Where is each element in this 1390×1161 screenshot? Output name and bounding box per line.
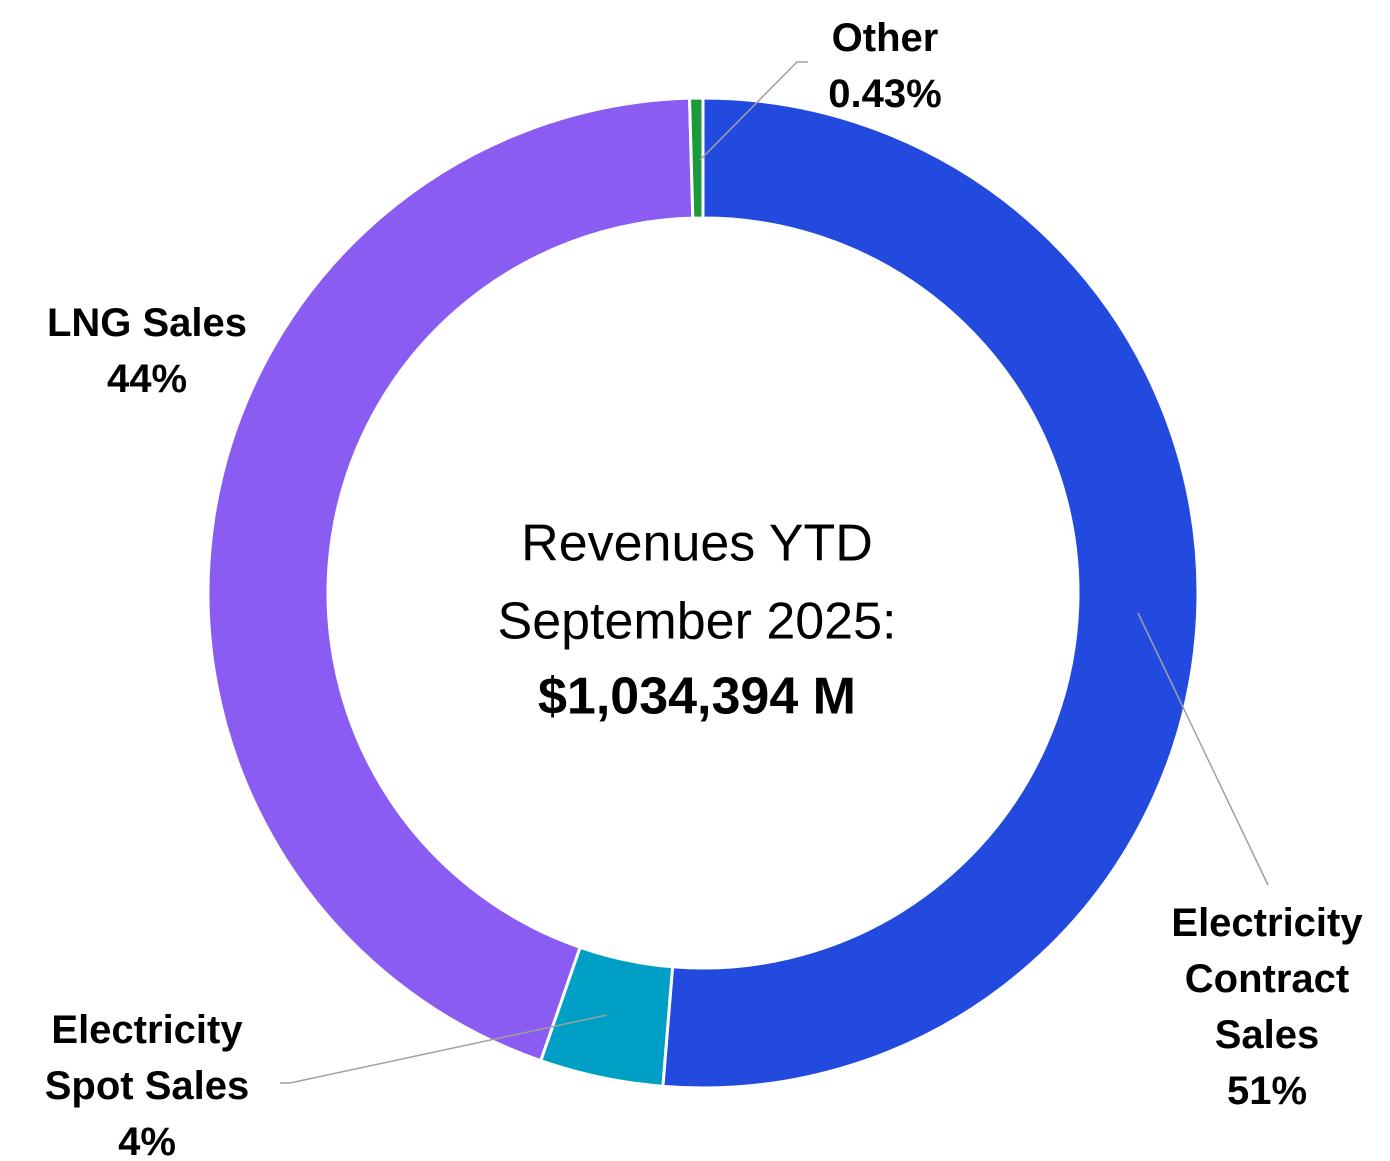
category-name: Electricity Spot Sales xyxy=(44,1008,250,1108)
value-label: 4% xyxy=(118,1120,176,1161)
slice xyxy=(206,96,695,1063)
slice-label: Electricity Spot Sales 4% xyxy=(12,1002,282,1161)
leader-line xyxy=(280,1014,608,1084)
center-label: Revenues YTD xyxy=(521,515,873,573)
slice xyxy=(661,96,1200,1090)
value-label: 51% xyxy=(1226,1069,1308,1113)
leader-lines xyxy=(280,61,1269,1084)
leader-line xyxy=(1137,612,1269,886)
slice-label: Other 0.43% xyxy=(785,10,985,122)
leader-line xyxy=(699,61,808,161)
center-label: September 2025: xyxy=(498,593,897,651)
slice xyxy=(688,96,705,220)
total-label: $1,034,394 M xyxy=(538,668,856,726)
slice-label: LNG Sales 44% xyxy=(7,295,287,407)
value-label: 44% xyxy=(106,357,188,401)
category-name: Electricity Contract Sales xyxy=(1171,901,1363,1057)
value-label: 0.43% xyxy=(828,72,942,116)
slices xyxy=(206,96,1200,1090)
category-name: LNG Sales xyxy=(46,301,248,345)
category-name: Other xyxy=(831,16,939,60)
slice-label: Electricity Contract Sales 51% xyxy=(1142,895,1390,1119)
